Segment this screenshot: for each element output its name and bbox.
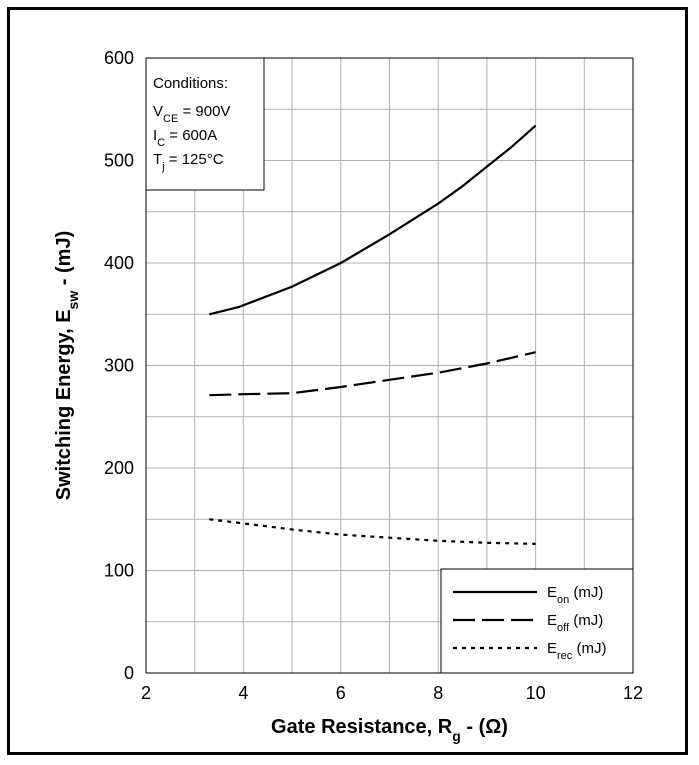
legend-items: Eon (mJ) Eoff (mJ) Erec (mJ) xyxy=(453,584,606,662)
tick-labels: 2 4 6 8 10 12 0 100 200 300 400 500 600 xyxy=(104,48,643,703)
conditions-line: Tj = 125°C xyxy=(153,151,224,173)
conditions-title: Conditions: xyxy=(153,75,228,92)
conditions-border xyxy=(145,57,265,191)
x-tick-label: 10 xyxy=(526,683,546,703)
y-tick-label: 600 xyxy=(104,48,134,68)
y-tick-label: 300 xyxy=(104,356,134,376)
x-tick-label: 4 xyxy=(238,683,248,703)
conditions-line: VCE = 900V xyxy=(153,103,230,125)
x-tick-label: 12 xyxy=(623,683,643,703)
series-line-rec xyxy=(209,518,536,545)
x-tick-label: 6 xyxy=(336,683,346,703)
legend-label-off: Eoff (mJ) xyxy=(547,612,603,634)
legend: Eon (mJ) Eoff (mJ) Erec (mJ) xyxy=(440,568,634,674)
legend-label-on: Eon (mJ) xyxy=(547,584,603,606)
series-line-off xyxy=(209,351,536,397)
y-tick-label: 100 xyxy=(104,561,134,581)
y-tick-label: 200 xyxy=(104,458,134,478)
x-axis-title: Gate Resistance, Rg - (Ω) xyxy=(271,716,508,744)
legend-label-rec: Erec (mJ) xyxy=(547,640,606,662)
y-tick-label: 400 xyxy=(104,253,134,273)
x-tick-label: 8 xyxy=(433,683,443,703)
y-axis-title-group: Switching Energy, Esw - (mJ) xyxy=(53,231,81,500)
conditions-line: IC = 600A xyxy=(153,127,217,149)
series-lines xyxy=(209,124,537,545)
y-tick-label: 500 xyxy=(104,151,134,171)
y-axis-title: Switching Energy, Esw - (mJ) xyxy=(53,231,81,500)
y-tick-label: 0 xyxy=(124,663,134,683)
series-line-on xyxy=(209,124,537,316)
plot-border xyxy=(145,57,634,674)
x-tick-label: 2 xyxy=(141,683,151,703)
